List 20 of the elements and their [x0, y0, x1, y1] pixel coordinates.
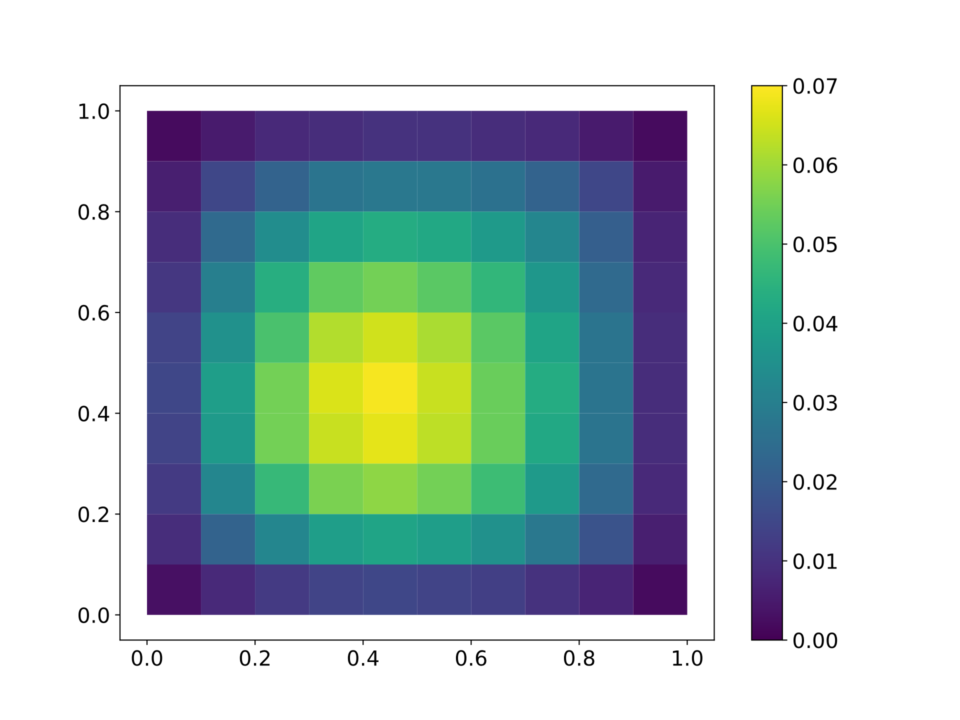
y-tick-label: 0.0	[78, 607, 109, 624]
x-tick-label: 0.4	[348, 650, 378, 666]
y-tick-label: 1.0	[79, 103, 109, 120]
color-bar-label: 0.03	[793, 394, 837, 411]
color-bar-label: 0.05	[793, 236, 837, 252]
y-tick-label: 0.4	[78, 406, 110, 422]
x-tick-label: 1.0	[672, 650, 702, 666]
x-tick-label: 0.6	[456, 650, 486, 666]
x-tick-label: 0.2	[240, 650, 270, 666]
color-bar-label: 0.02	[793, 474, 836, 490]
color-bar-label: 0.00	[793, 632, 838, 648]
color-bar-label: 0.06	[793, 157, 838, 174]
color-bar-label: 0.01	[793, 553, 837, 570]
color-bar-label: 0.04	[793, 316, 838, 332]
color-bar-label: 0.07	[793, 78, 837, 94]
y-tick-label: 0.8	[78, 204, 109, 220]
x-tick-label: 0.8	[564, 650, 594, 666]
y-tick-label: 0.6	[78, 304, 109, 321]
y-tick-label: 0.2	[78, 506, 108, 522]
x-tick-label: 0.0	[132, 650, 162, 666]
